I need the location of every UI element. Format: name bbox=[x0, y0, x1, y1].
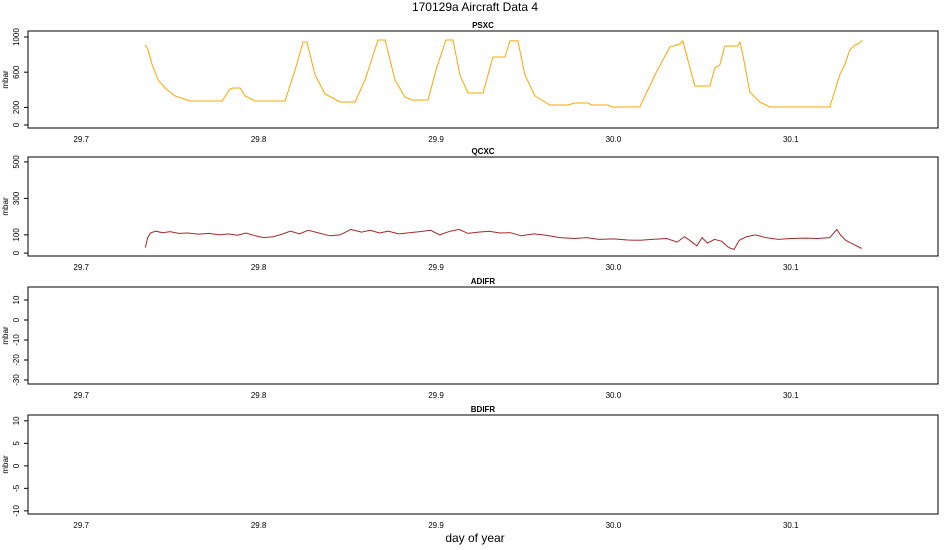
x-tick-label: 29.7 bbox=[73, 135, 89, 144]
x-tick-label: 29.9 bbox=[428, 521, 444, 530]
x-tick-label: 29.8 bbox=[251, 391, 267, 400]
x-tick-label: 30.0 bbox=[606, 263, 622, 272]
x-tick-label: 30.0 bbox=[606, 135, 622, 144]
y-tick-label: -30 bbox=[12, 374, 21, 386]
x-tick-label: 29.7 bbox=[73, 263, 89, 272]
y-axis-label: mbar bbox=[1, 326, 10, 345]
data-line bbox=[144, 39, 863, 108]
x-tick-label: 29.7 bbox=[73, 521, 89, 530]
x-tick-label: 29.9 bbox=[428, 391, 444, 400]
x-tick-label: 29.9 bbox=[428, 135, 444, 144]
y-tick-label: 0 bbox=[12, 250, 21, 255]
y-tick-label: 10 bbox=[12, 295, 21, 304]
x-tick-label: 29.8 bbox=[251, 135, 267, 144]
x-tick-label: 30.0 bbox=[606, 391, 622, 400]
x-tick-label: 30.1 bbox=[783, 135, 799, 144]
y-tick-label: -10 bbox=[12, 505, 21, 517]
y-tick-label: -5 bbox=[12, 484, 21, 492]
panel-title: ADIFR bbox=[471, 277, 496, 286]
data-line bbox=[144, 228, 862, 251]
y-axis-label: mbar bbox=[1, 455, 10, 474]
panel-title: BDIFR bbox=[471, 405, 496, 414]
chart-title: 170129a Aircraft Data 4 bbox=[412, 0, 538, 14]
y-tick-label: 200 bbox=[12, 100, 21, 114]
y-tick-label: -10 bbox=[12, 334, 21, 346]
y-tick-label: 10 bbox=[12, 416, 21, 425]
x-tick-label: 30.0 bbox=[606, 521, 622, 530]
x-tick-label: 29.8 bbox=[251, 263, 267, 272]
x-tick-label: 30.1 bbox=[783, 391, 799, 400]
plot-frame bbox=[27, 414, 939, 515]
y-tick-label: -20 bbox=[12, 354, 21, 366]
y-tick-label: 600 bbox=[12, 65, 21, 79]
panel-title: PSXC bbox=[472, 21, 494, 30]
panel-title: QCXC bbox=[471, 147, 494, 156]
y-axis-label: mbar bbox=[1, 197, 10, 216]
plot-frame bbox=[27, 286, 939, 385]
y-tick-label: 5 bbox=[12, 441, 21, 446]
y-tick-label: 300 bbox=[12, 191, 21, 205]
plot-frame bbox=[27, 30, 939, 129]
y-tick-label: 0 bbox=[12, 122, 21, 127]
plot-frame bbox=[27, 156, 939, 257]
y-tick-label: 500 bbox=[12, 155, 21, 169]
y-tick-label: 0 bbox=[12, 317, 21, 322]
y-tick-label: 0 bbox=[12, 463, 21, 468]
y-tick-label: 1000 bbox=[12, 28, 21, 46]
x-axis-label: day of year bbox=[445, 531, 504, 545]
x-tick-label: 29.8 bbox=[251, 521, 267, 530]
x-tick-label: 30.1 bbox=[783, 263, 799, 272]
x-tick-label: 29.9 bbox=[428, 263, 444, 272]
x-tick-label: 29.7 bbox=[73, 391, 89, 400]
x-tick-label: 30.1 bbox=[783, 521, 799, 530]
y-axis-label: mbar bbox=[1, 70, 10, 89]
y-tick-label: 100 bbox=[12, 228, 21, 242]
